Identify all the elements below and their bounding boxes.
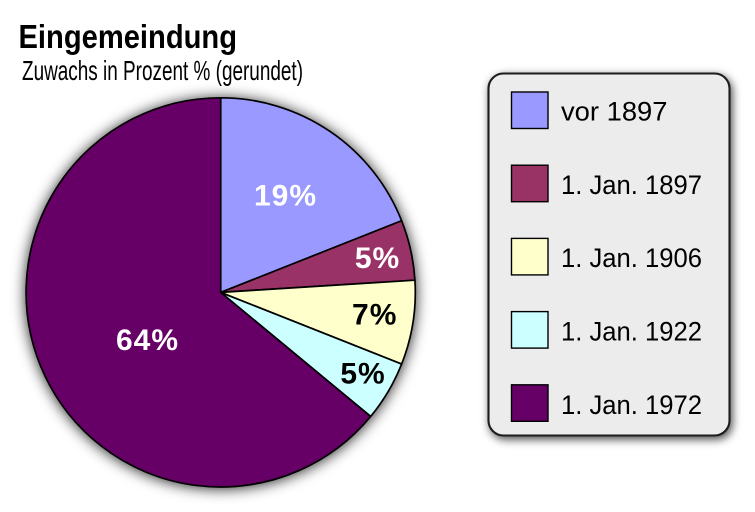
- svg-text:64%: 64%: [116, 324, 179, 357]
- svg-text:1. Jan. 1897: 1. Jan. 1897: [561, 170, 702, 200]
- svg-text:1. Jan. 1972: 1. Jan. 1972: [561, 390, 702, 420]
- svg-text:1. Jan. 1922: 1. Jan. 1922: [561, 317, 702, 347]
- svg-text:5%: 5%: [340, 358, 385, 391]
- svg-text:Eingemeindung: Eingemeindung: [19, 18, 238, 55]
- svg-text:7%: 7%: [352, 298, 397, 331]
- svg-text:vor 1897: vor 1897: [561, 97, 668, 127]
- svg-text:Zuwachs in Prozent % (gerundet: Zuwachs in Prozent % (gerundet): [22, 55, 303, 86]
- svg-text:1. Jan. 1906: 1. Jan. 1906: [561, 243, 702, 273]
- svg-text:19%: 19%: [254, 180, 317, 213]
- svg-text:5%: 5%: [355, 242, 400, 275]
